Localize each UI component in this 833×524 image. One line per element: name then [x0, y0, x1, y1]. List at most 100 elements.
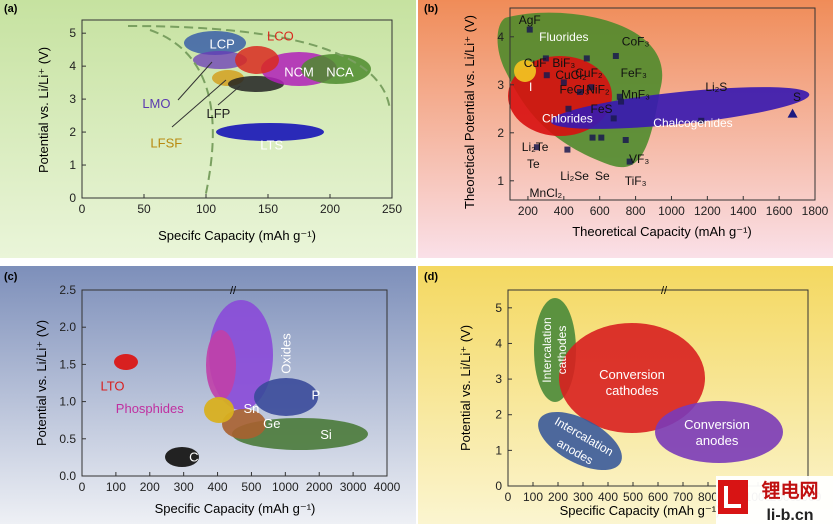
y-tick-label: 2 — [497, 126, 504, 140]
panel-d-label-intercalation-cathodes-2: cathodes — [555, 326, 569, 375]
x-tick-label: 250 — [382, 202, 402, 216]
point-mnf3 — [618, 98, 625, 105]
x-tick-label: 600 — [648, 490, 668, 504]
watermark-logo-glyph — [724, 486, 741, 508]
point-mncl2 — [565, 105, 572, 112]
panel-d-label-intercalation-cathodes-1: Intercalation — [540, 317, 554, 382]
label-mnf: MnF₃ — [621, 87, 650, 101]
x-tick-label: 800 — [626, 204, 646, 218]
region-lto — [114, 354, 138, 370]
y-tick-label: 0.0 — [59, 469, 76, 483]
point-te — [564, 146, 571, 153]
x-tick-label: 300 — [174, 480, 194, 494]
panel-c-letter: (c) — [4, 271, 18, 283]
panel-a-pointer-lmo — [177, 61, 213, 101]
panel-d-regions — [534, 298, 783, 471]
panel-b-ylabel: Theoretical Potential vs. Li/Li⁺ (V) — [462, 15, 477, 209]
label-se: Se — [595, 169, 610, 183]
x-tick-label: 0 — [79, 480, 86, 494]
label-bif: BiF₃ — [552, 56, 575, 70]
panel-b-xlabel: Theoretical Capacity (mAh g⁻¹) — [572, 224, 752, 239]
panel-c-axis-break: // — [230, 285, 237, 297]
region-iodine — [514, 60, 536, 82]
point-fecl3 — [576, 89, 583, 95]
label-lfp: LFP — [206, 106, 230, 121]
point-cuf2 — [583, 55, 590, 62]
label-fef: FeF₃ — [621, 66, 647, 80]
panel-b-points — [526, 26, 798, 165]
region-conversion-cathodes — [559, 323, 705, 433]
x-tick-label: 400 — [554, 204, 574, 218]
panel-a-letter: (a) — [4, 3, 18, 15]
point-se — [610, 115, 617, 122]
y-tick-label: 4 — [497, 30, 504, 44]
panel-b-ticks: 200 400 600 800 1000 1200 1400 1600 1800 1 2 3 4 — [497, 30, 828, 218]
x-tick-label: 500 — [241, 480, 261, 494]
y-tick-label: 3 — [495, 372, 502, 386]
point-fes — [598, 134, 605, 141]
label-lmo: LMO — [142, 96, 170, 111]
y-tick-label: 1 — [495, 443, 502, 457]
region-phosphides — [206, 330, 236, 400]
label-ge: Ge — [263, 416, 280, 431]
region-lfp — [228, 76, 284, 92]
panel-c-regions — [114, 300, 368, 467]
point-vf3 — [622, 137, 629, 143]
x-tick-label: 200 — [548, 490, 568, 504]
panel-d-letter: (d) — [424, 271, 438, 283]
panel-a-dashed-curve-outer — [127, 25, 391, 111]
point-li2s — [698, 117, 705, 124]
y-tick-label: 0.5 — [59, 432, 76, 446]
region-sn — [204, 397, 234, 423]
y-tick-label: 1.0 — [59, 395, 76, 409]
point-li2se — [589, 134, 596, 141]
region-lco — [235, 46, 279, 74]
label-si: Si — [320, 427, 332, 442]
region-lmo — [193, 51, 247, 69]
x-tick-label: 150 — [258, 202, 278, 216]
panel-a-ticks: 0 50 100 150 200 250 0 1 2 3 4 5 — [69, 26, 402, 216]
y-tick-label: 5 — [495, 301, 502, 315]
x-tick-label: 1400 — [730, 204, 757, 218]
watermark-url: li-b.cn — [766, 507, 813, 524]
x-tick-label: 800 — [698, 490, 718, 504]
panel-b-letter: (b) — [424, 3, 438, 15]
y-tick-label: 3 — [69, 92, 76, 106]
x-tick-label: 100 — [523, 490, 543, 504]
panel-a-pointer-lfp — [217, 85, 241, 106]
panel-a-regions — [184, 31, 371, 141]
region-lcp — [184, 31, 246, 55]
label-fecl: FeCl₃ — [559, 83, 589, 97]
panel-d-label-conversion-cathodes-2: cathodes — [606, 383, 659, 398]
x-tick-label: 1600 — [766, 204, 793, 218]
point-tif3 — [626, 158, 633, 165]
x-tick-label: 300 — [573, 490, 593, 504]
y-tick-label: 4 — [69, 59, 76, 73]
x-tick-label: 3000 — [340, 480, 367, 494]
panel-c-ticks: 0 100 200 300 400 500 1000 2000 3000 4000 0.0 0.5 1.… — [59, 283, 400, 494]
panel-b-plot-frame — [509, 7, 816, 201]
y-tick-label: 3 — [497, 78, 504, 92]
label-sn: Sn — [243, 401, 259, 416]
x-tick-label: 2000 — [306, 480, 333, 494]
label-tif: TiF₃ — [625, 174, 647, 188]
label-lto: LTO — [100, 379, 124, 394]
y-tick-label: 4 — [495, 336, 502, 350]
y-tick-label: 0 — [69, 191, 76, 205]
panel-c-labels: LTO Oxides Phosphides Sn P Ge Si C — [100, 333, 331, 465]
panel-a-dashed-curve-inner — [149, 29, 214, 199]
y-tick-label: 2 — [495, 408, 502, 422]
x-tick-label: 0 — [505, 490, 512, 504]
x-tick-label: 0 — [79, 202, 86, 216]
label-i: I — [529, 80, 532, 94]
label-chlorides: Chlorides — [542, 111, 593, 125]
label-vf: VF₃ — [629, 152, 649, 166]
label-cucl: CuCl₂ — [555, 68, 587, 82]
point-li2te — [533, 144, 540, 151]
label-te: Te — [527, 157, 540, 171]
panel-a-xlabel: Specifc Capacity (mAh g⁻¹) — [158, 228, 316, 243]
x-tick-label: 400 — [598, 490, 618, 504]
